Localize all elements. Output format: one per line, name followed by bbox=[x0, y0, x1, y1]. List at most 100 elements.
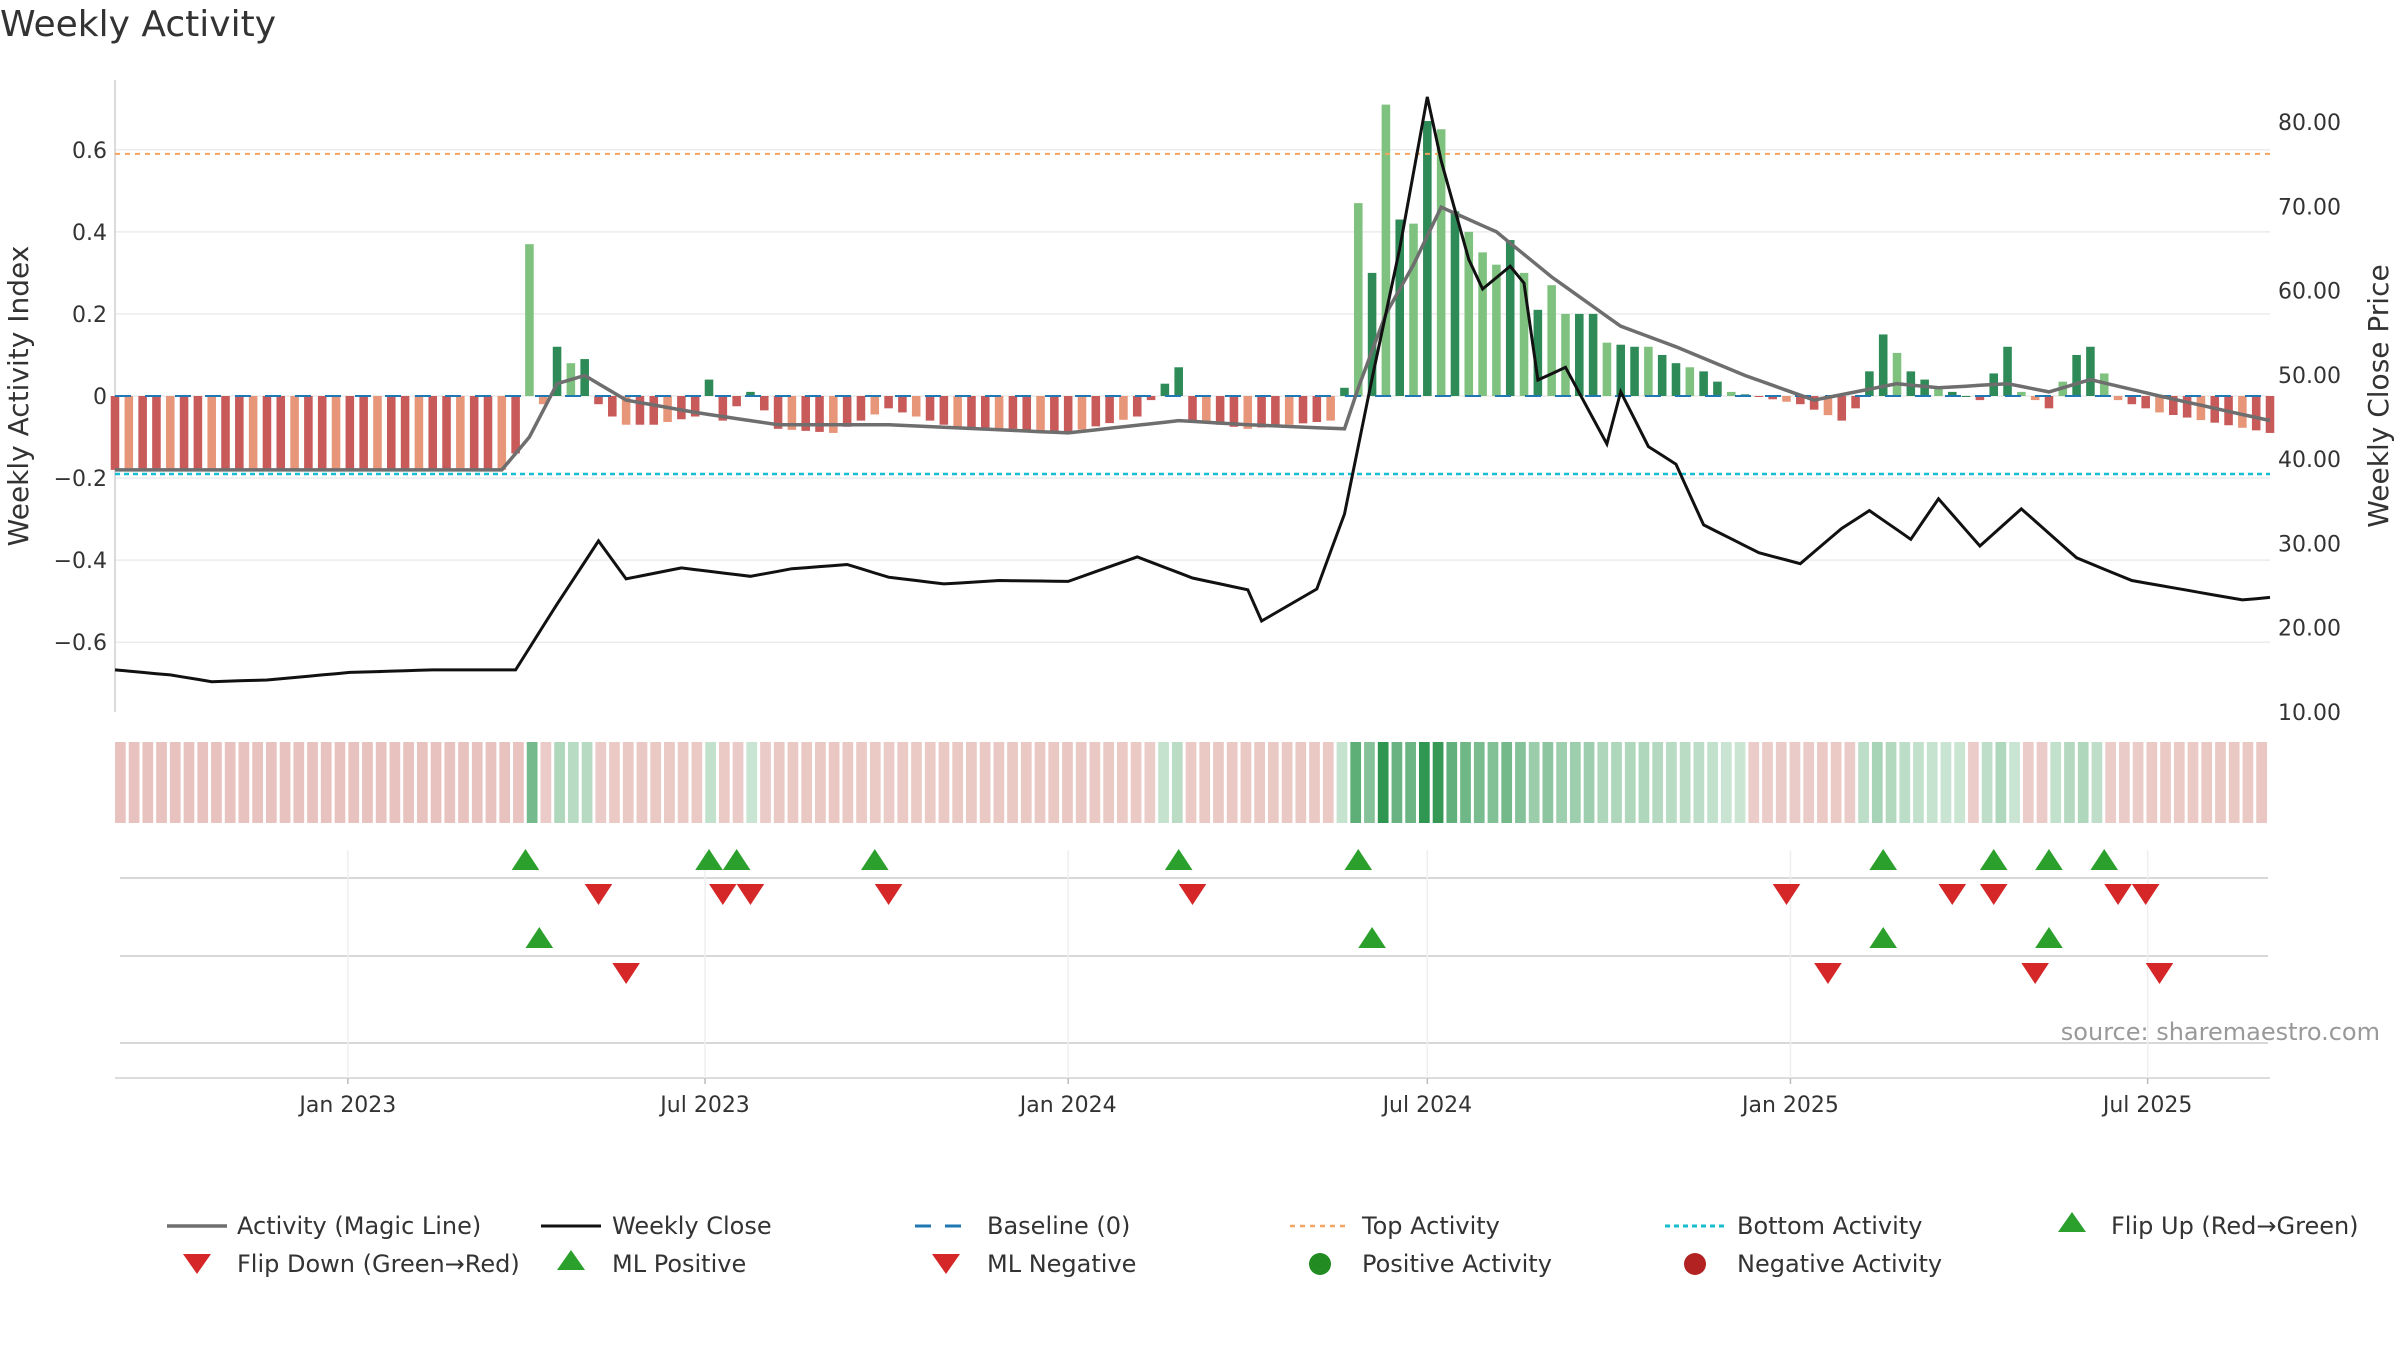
strip-cell bbox=[787, 742, 799, 823]
strip-cell bbox=[2256, 742, 2267, 823]
activity-bar bbox=[1119, 396, 1128, 420]
activity-bar bbox=[1022, 396, 1032, 430]
legend-label-negative-activity: Negative Activity bbox=[1737, 1250, 1942, 1278]
flip-down-marker bbox=[874, 884, 903, 905]
activity-bar bbox=[414, 396, 424, 470]
flip-up-marker bbox=[2035, 849, 2063, 870]
strip-cell bbox=[458, 742, 469, 823]
strip-cell bbox=[1171, 742, 1183, 823]
strip-cell bbox=[1432, 742, 1444, 823]
strip-cell bbox=[1885, 742, 1897, 823]
strip-cell bbox=[554, 742, 565, 823]
activity-bar bbox=[1644, 346, 1653, 396]
activity-bar bbox=[911, 396, 921, 417]
strip-cell bbox=[2242, 742, 2254, 823]
activity-bar bbox=[235, 396, 244, 470]
y-tick-label: −0.6 bbox=[54, 631, 107, 656]
strip-cell bbox=[238, 742, 250, 823]
strip-cell bbox=[938, 742, 950, 823]
activity-bar bbox=[1630, 346, 1639, 396]
activity-bar bbox=[152, 396, 161, 470]
strip-cell bbox=[1405, 742, 1416, 823]
strip-cell bbox=[2050, 742, 2062, 823]
activity-bar bbox=[621, 396, 631, 425]
activity-bar bbox=[842, 396, 852, 427]
activity-bar bbox=[746, 391, 755, 396]
strip-cell bbox=[801, 742, 813, 823]
activity-bar bbox=[345, 396, 355, 470]
strip-cell bbox=[1679, 742, 1691, 823]
activity-bar bbox=[967, 396, 976, 429]
activity-bar bbox=[1699, 371, 1708, 396]
ml-positive-marker bbox=[1358, 927, 1386, 948]
strip-cell bbox=[348, 742, 360, 823]
activity-bar bbox=[884, 396, 893, 409]
activity-bar bbox=[1713, 381, 1722, 396]
activity-bar bbox=[759, 396, 769, 411]
activity-bar bbox=[1381, 104, 1391, 396]
y2-tick-label: 60.00 bbox=[2278, 280, 2341, 305]
activity-bar bbox=[1726, 391, 1736, 396]
strip-cell bbox=[760, 742, 771, 823]
legend-label-baseline: Baseline (0) bbox=[987, 1212, 1130, 1240]
strip-cell bbox=[252, 742, 263, 823]
strip-cell bbox=[1418, 742, 1430, 823]
activity-bar bbox=[221, 396, 230, 470]
legend-swatch-negative-activity bbox=[1684, 1253, 1706, 1275]
strip-cell bbox=[1322, 742, 1334, 823]
strip-cell bbox=[197, 742, 209, 823]
y-axis-label: Weekly Activity Index bbox=[2, 246, 35, 547]
strip-cell bbox=[1830, 742, 1842, 823]
main-panel: 0.6 0.4 0.2 0 −0.2 −0.4 −0.6 80.00 70.00 60.00 50.… bbox=[2, 80, 2395, 726]
activity-bar bbox=[2169, 396, 2178, 415]
activity-bar bbox=[497, 396, 507, 470]
strip-cell bbox=[499, 742, 511, 823]
legend-label-ml-positive: ML Positive bbox=[612, 1250, 746, 1278]
strip-cell bbox=[1913, 742, 1924, 823]
activity-bar bbox=[1298, 396, 1308, 424]
strip-cell bbox=[1501, 742, 1513, 823]
strip-cell bbox=[2064, 742, 2075, 823]
activity-bar bbox=[870, 396, 880, 415]
strip-cell bbox=[1748, 742, 1760, 823]
strip-cell bbox=[1130, 742, 1142, 823]
strip-cell bbox=[1309, 742, 1320, 823]
strip-cell bbox=[224, 742, 236, 823]
activity-bar bbox=[1340, 387, 1349, 396]
flip-down-marker bbox=[709, 884, 737, 905]
strip-cell bbox=[1775, 742, 1787, 823]
flip-up-marker bbox=[2090, 849, 2119, 870]
activity-bar bbox=[1505, 240, 1515, 396]
flip-down-marker bbox=[1938, 884, 1967, 905]
legend-swatch-ml-negative bbox=[932, 1254, 960, 1274]
strip-cell bbox=[307, 742, 318, 823]
y-tick-label: −0.2 bbox=[54, 467, 107, 492]
strip-cell bbox=[705, 742, 716, 823]
flip-down-marker bbox=[736, 884, 765, 905]
ml-negative-marker bbox=[2021, 963, 2049, 984]
strip-cell bbox=[1158, 742, 1169, 823]
activity-bar bbox=[1132, 396, 1142, 417]
strip-cell bbox=[1281, 742, 1293, 823]
flip-down-marker bbox=[584, 884, 613, 905]
bars bbox=[110, 104, 2275, 470]
legend-label-flip-up: Flip Up (Red→Green) bbox=[2111, 1212, 2359, 1240]
activity-bar bbox=[1243, 396, 1253, 429]
activity-bar bbox=[2251, 396, 2261, 431]
activity-bar bbox=[2017, 391, 2026, 396]
activity-bar bbox=[165, 396, 175, 470]
strip-cell bbox=[966, 742, 977, 823]
strip-cell bbox=[746, 742, 758, 823]
strip-cell bbox=[1089, 742, 1101, 823]
activity-bar bbox=[856, 396, 866, 421]
strip-cell bbox=[403, 742, 414, 823]
activity-bar bbox=[1602, 342, 1612, 396]
activity-bar bbox=[2044, 396, 2054, 409]
strip-cell bbox=[1460, 742, 1471, 823]
strip-cell bbox=[334, 742, 346, 823]
strip-cell bbox=[2022, 742, 2034, 823]
activity-bar bbox=[511, 396, 520, 454]
y2-tick-label: 80.00 bbox=[2278, 111, 2341, 136]
activity-bar bbox=[1395, 219, 1404, 396]
activity-bar bbox=[1657, 354, 1667, 396]
